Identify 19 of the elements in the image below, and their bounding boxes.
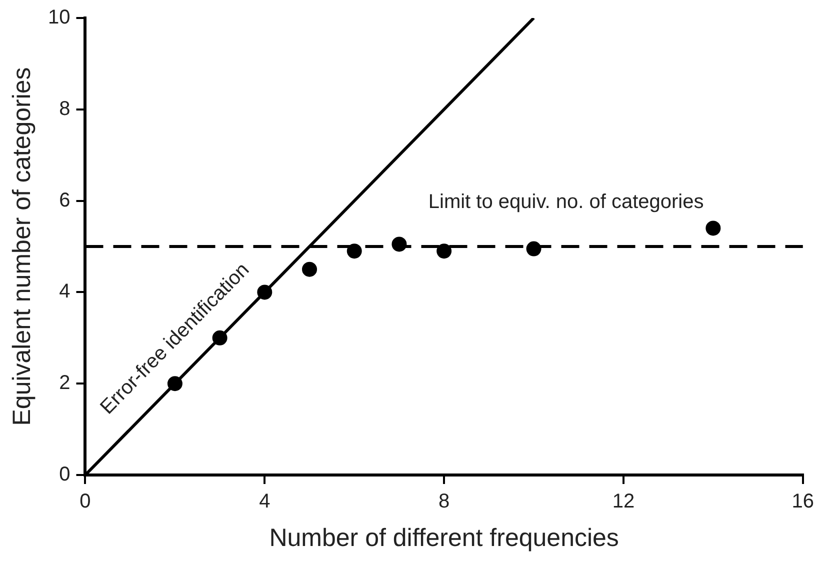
- annotation: Limit to equiv. no. of categories: [428, 191, 704, 214]
- x-tick-label: 4: [259, 490, 270, 513]
- x-tick-label: 16: [792, 490, 814, 513]
- point: [302, 262, 318, 277]
- y-tick-label: 0: [59, 464, 70, 486]
- point: [706, 220, 721, 236]
- y-tick-label: 10: [48, 6, 70, 29]
- x-tick-label: 12: [612, 490, 635, 513]
- x-tick-label: 8: [438, 490, 450, 513]
- y-axis-title: Equivalent number of categories: [8, 67, 36, 426]
- x-axis-title: Number of different frequencies: [269, 524, 619, 552]
- y-tick-label: 6: [59, 189, 70, 212]
- point: [436, 244, 452, 259]
- y-tick-label: 2: [59, 372, 70, 394]
- y-tick-label: 8: [59, 98, 70, 120]
- point: [167, 376, 182, 392]
- point: [257, 284, 272, 300]
- y-tick-label: 4: [59, 280, 70, 303]
- x-tick-label: 0: [80, 490, 91, 513]
